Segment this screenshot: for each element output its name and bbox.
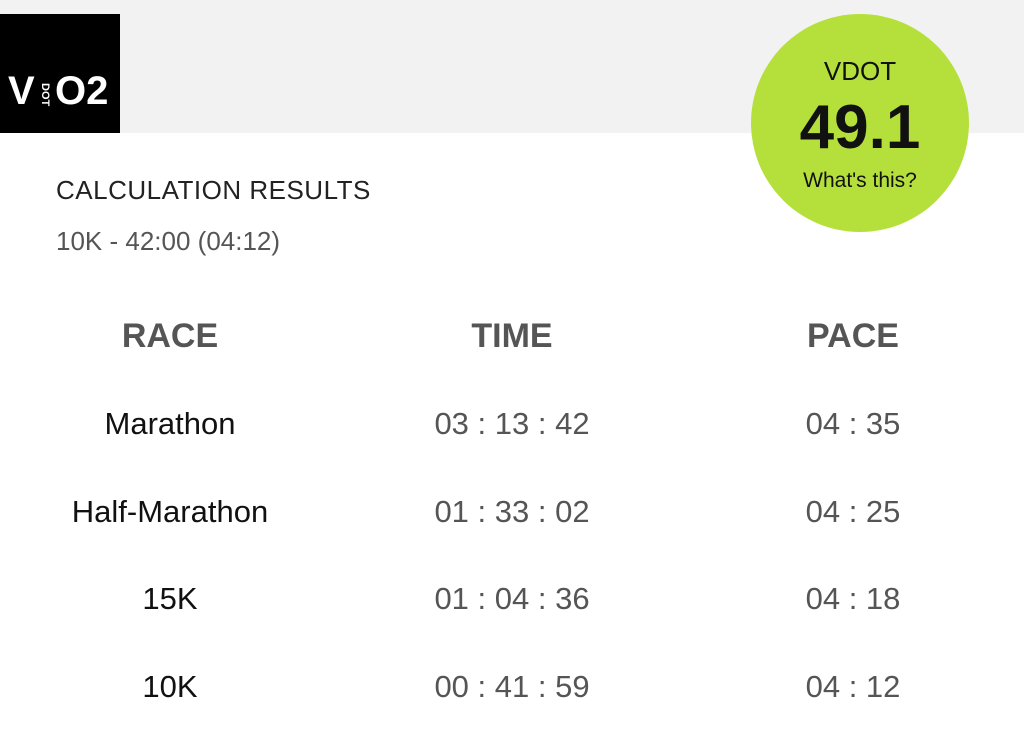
results-title: CALCULATION RESULTS [56,175,371,205]
race-pace: 04 : 12 [805,668,901,704]
race-pace: 04 : 35 [805,406,901,441]
race-pace: 04 : 18 [805,581,901,616]
badge-value: 49.1 [799,93,921,162]
race-time: 03 : 13 : 42 [434,406,590,441]
race-name: Half-Marathon [71,493,269,529]
race-time: 01 : 33 : 02 [434,493,590,529]
logo[interactable]: V DOT O2 [0,14,120,133]
column-header: PACE [807,317,899,355]
results-subtitle: 10K - 42:00 (04:12) [56,226,281,256]
race-name: 15K [142,581,198,616]
race-pace: 04 : 25 [805,493,901,529]
race-time: 00 : 41 : 59 [434,668,590,704]
logo-o2: O2 [55,69,109,113]
column-header: TIME [471,317,553,355]
race-name: 10K [142,668,198,704]
logo-dot: DOT [39,83,51,107]
vdot-badge: VDOT 49.1 What's this? [751,14,969,232]
badge-link[interactable]: What's this? [803,169,917,192]
race-name: Marathon [104,406,236,441]
logo-v: V [8,69,35,113]
column-header: RACE [121,317,219,355]
race-time: 01 : 04 : 36 [434,581,590,616]
badge-label: VDOT [823,56,897,86]
